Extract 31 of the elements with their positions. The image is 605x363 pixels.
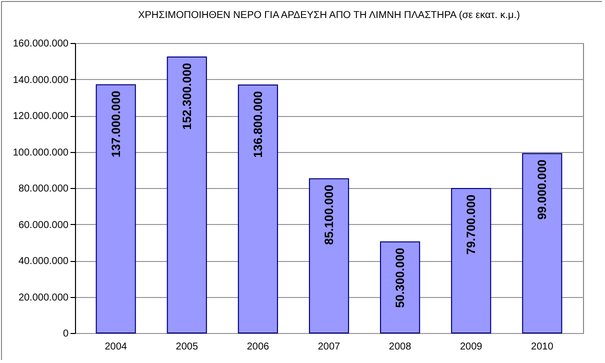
y-tick-label: 80.000.000 (18, 184, 69, 194)
x-tick-label: 2005 (176, 342, 198, 352)
bar (238, 84, 278, 334)
x-tick-label: 2004 (104, 342, 128, 352)
data-label: 137.000.000 (108, 90, 123, 158)
y-tick-label: 160.000.000 (12, 38, 69, 50)
data-label: 85.100.000 (322, 184, 336, 245)
bar (96, 84, 136, 334)
y-tick-label: 100.000.000 (12, 147, 69, 158)
x-tick-label: 2006 (246, 342, 270, 352)
y-tick-label: 120.000.000 (12, 111, 69, 122)
data-label: 50.300.000 (393, 248, 408, 308)
bar (308, 178, 350, 334)
x-tick-label: 2010 (531, 342, 554, 352)
y-tick-label: 60.000.000 (18, 220, 69, 231)
data-label: 79.700.000 (464, 194, 478, 255)
data-label: 136.800.000 (250, 90, 265, 158)
data-label: 99.000.000 (535, 159, 550, 220)
y-tick-label: 140.000.000 (12, 74, 69, 86)
y-tick-label: 40.000.000 (18, 256, 69, 267)
bar (380, 241, 420, 334)
bar (166, 56, 207, 334)
x-tick-label: 2009 (460, 342, 483, 352)
y-tick-label: 0 (62, 328, 69, 340)
bar (451, 188, 492, 334)
x-tick-label: 2008 (388, 342, 412, 352)
x-tick-label: 2007 (318, 342, 341, 352)
bar (522, 153, 562, 334)
chart-title: ΧΡΗΣΙΜΟΠΟΙΗΘΕΝ ΝΕΡΟ ΓΙΑ ΑΡΔΕΥΣΗ ΑΠΟ ΤΗ ΛΙΜΝΗ ΠΛΑΣΤΗΡΑ (σε εκατ. κ.μ.) (138, 10, 520, 21)
y-tick-label: 20.000.000 (18, 292, 69, 304)
data-label: 152.300.000 (180, 62, 194, 130)
